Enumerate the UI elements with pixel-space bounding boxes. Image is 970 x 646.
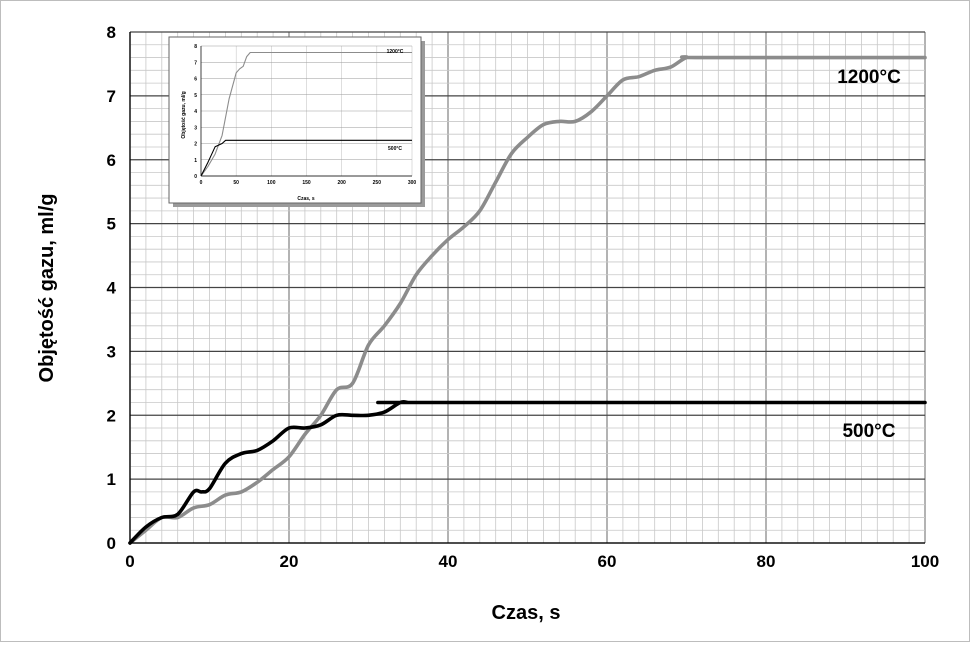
x-tick-label: 40 (439, 552, 458, 571)
inset-series-label-1200c: 1200°C (387, 49, 404, 55)
main-series-group (128, 55, 927, 545)
inset-chart: 0 50 100 150 200 250 300 0 1 2 3 4 5 6 7 8 Czas, s Obję… (168, 36, 425, 207)
series-line-1200c (128, 55, 927, 545)
inset-y-tick-label: 6 (194, 77, 197, 83)
inset-x-tick-label: 300 (408, 180, 417, 186)
inset-y-tick-label: 2 (194, 142, 197, 148)
inset-y-tick-label: 1 (194, 158, 197, 164)
inset-series-line-500c (200, 139, 412, 177)
inset-x-tick-label: 100 (267, 180, 276, 186)
inset-y-tick-label: 4 (194, 109, 197, 115)
x-tick-label: 100 (911, 552, 939, 571)
inset-y-tick-label: 3 (194, 125, 197, 131)
inset-series-line-1200c (200, 51, 412, 177)
series-line-500c (128, 399, 927, 545)
x-tick-label: 60 (598, 552, 617, 571)
y-tick-label: 3 (107, 342, 116, 361)
inset-y-tick-label: 5 (194, 93, 197, 99)
y-tick-label: 4 (107, 279, 117, 298)
y-tick-label: 0 (107, 534, 116, 553)
inset-series-group (200, 51, 412, 177)
inset-y-axis-title: Objętość gazu, ml/g (181, 91, 187, 138)
inset-y-tick-label: 8 (194, 44, 197, 50)
y-tick-label: 2 (107, 406, 116, 425)
y-tick-label: 6 (107, 151, 116, 170)
inset-x-tick-label: 250 (373, 180, 382, 186)
inset-y-tick-label: 0 (194, 174, 197, 180)
inset-x-tick-label: 150 (302, 180, 311, 186)
x-tick-label: 20 (280, 552, 299, 571)
y-tick-label: 8 (107, 23, 116, 42)
inset-background (168, 36, 422, 204)
x-tick-label: 80 (757, 552, 776, 571)
x-axis-title: Czas, s (492, 602, 561, 624)
inset-x-tick-label: 50 (233, 180, 239, 186)
inset-x-tick-label: 0 (200, 180, 203, 186)
main-axes (129, 32, 925, 544)
inset-x-tick-label: 200 (337, 180, 346, 186)
y-tick-label: 1 (107, 470, 116, 489)
series-label-500c: 500°C (842, 421, 895, 442)
y-axis-title: Objętość gazu, ml/g (36, 194, 58, 383)
y-tick-label: 5 (107, 215, 116, 234)
series-label-1200c: 1200°C (837, 67, 901, 88)
inset-series-label-500c: 500°C (388, 146, 402, 152)
inset-ticks: 0 50 100 150 200 250 300 0 1 2 3 4 5 6 7 8 (194, 44, 416, 186)
y-tick-label: 7 (107, 87, 116, 106)
inset-grid (200, 45, 413, 177)
inset-y-tick-label: 7 (194, 60, 197, 66)
inset-x-axis-title: Czas, s (297, 196, 314, 202)
x-tick-label: 0 (125, 552, 134, 571)
